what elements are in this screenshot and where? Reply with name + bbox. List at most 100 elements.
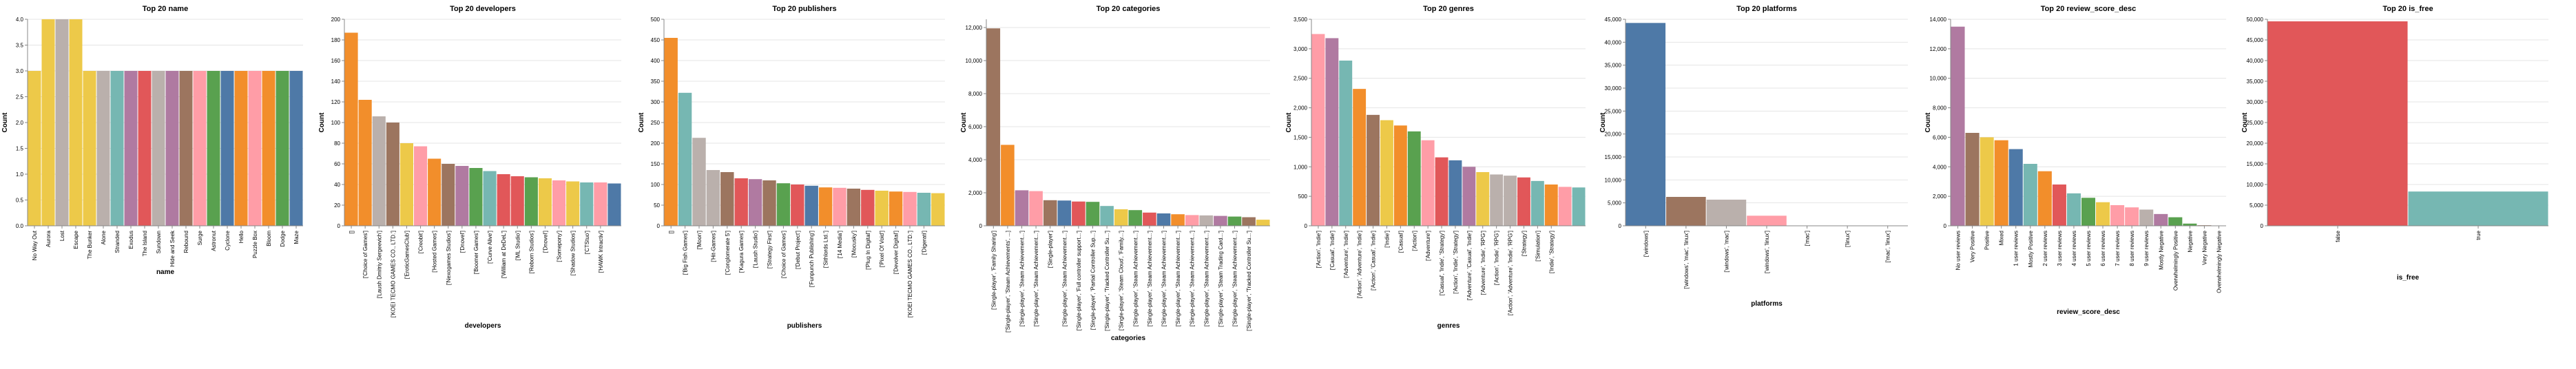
x-tick-label: ['Single-player', 'Steam Achievement...'… [1019,231,1026,327]
x-tick-label: ['Laush Dmitriy Sergeevich'] [376,231,382,299]
y-tick-label: 35,000 [1605,63,1622,69]
x-tick-label: ['Funpunch Publishing'] [809,231,815,287]
y-tick-label: 200 [331,17,341,23]
x-tick-label: ['windows', 'mac', 'linux'] [1683,231,1690,289]
x-tick-label: 4 user reviews [2071,231,2077,266]
x-tick-label: ['Nexogames Studios'] [446,231,452,285]
bar [889,191,903,226]
bar [2008,149,2023,226]
chart-panel: 0 500 1,000 1,500 2,000 2,500 3,000 3,500 ['Acti… [1285,5,1586,330]
x-tick-label: ['Adventure', 'Indie'] [1343,231,1349,278]
x-tick-label: ['HAWK Intractiv'] [598,231,604,273]
x-tick-label: ['Dnovel'] [459,231,466,253]
x-tick-label: Mixed [1999,231,2005,245]
y-tick-label: 5,000 [2250,202,2264,209]
x-tick-label: Cyclone [225,230,231,250]
bar [1448,160,1462,226]
bar [594,182,607,226]
bar [607,183,621,226]
bar [358,100,372,226]
y-tick-label: 400 [651,58,661,64]
y-tick-label: 50 [654,202,660,209]
bar [1544,184,1558,226]
y-tick-label: 80 [334,140,340,147]
x-tick-label: ['Single-player', 'Steam Cloud', 'Family… [1119,231,1125,330]
y-tick-label: 8,000 [1933,105,1947,112]
x-tick-label: ['Shadow Studios'] [570,231,577,275]
x-tick-label: ['Big Fish Games'] [683,231,689,275]
x-tick-label: ['Action', 'Adventure', 'Indie', 'RPG'] [1508,231,1514,315]
bar [1029,191,1043,226]
x-tick-label: ['Sithlords Ltd.'] [823,231,829,268]
y-tick-label: 140 [331,78,341,85]
x-tick-label: The Island [142,231,148,256]
x-tick-label: ['Debut Project'] [795,231,801,269]
bar [1001,145,1015,226]
bar [734,178,748,226]
bar [1625,23,1666,226]
x-tick-label: Rebound [183,231,189,253]
x-tick-label: Bloom [266,231,272,246]
x-tick-label: ['Conglomerate 5'] [725,231,731,275]
y-axis-title: Count [1285,112,1293,133]
x-tick-label: Very Negative [2201,230,2208,264]
bar [399,143,413,226]
x-tick-label: Aurora [45,230,52,247]
bar [1706,200,1747,226]
x-tick-label: Overwhelmingly Negative [2216,230,2222,293]
bar [1530,180,1544,226]
x-tick-label: ['Strategy'] [1521,231,1527,256]
bar [428,158,442,226]
x-tick-label: ['Single-player', 'Full controller suppo… [1076,231,1082,330]
x-tick-label: ['Single-player', 'Tracked Controller Su… [1104,231,1110,331]
bar [2154,213,2168,226]
x-tick-label: ['Action', 'Adventure', 'Indie'] [1357,231,1363,299]
bar [1504,176,1517,226]
bar [538,178,552,226]
y-tick-label: 120 [331,99,341,105]
x-tick-label: ['Single-player', 'Steam Achievement...'… [1147,231,1153,327]
y-tick-label: 30,000 [2247,99,2264,105]
bar [1951,26,1965,226]
x-tick-label: Exodus [128,231,134,249]
y-tick-label: 1,500 [1294,134,1308,140]
chart-panel: 0 2,000 4,000 6,000 8,000 10,000 12,000 ['Singl… [960,5,1270,342]
bar [2066,193,2081,226]
bar [1325,38,1339,226]
y-axis-title: Count [1924,112,1932,133]
y-axis-title: Count [1,112,9,133]
bar [818,187,833,226]
bar [2110,205,2125,226]
bar [41,19,55,226]
bar [193,71,207,226]
bar [2267,21,2408,226]
y-tick-label: 2.0 [16,120,24,126]
x-tick-label: ['Laush Studio'] [753,231,759,268]
x-tick-label: Overwhelmingly Positive [2172,230,2179,291]
bar [220,71,234,226]
bar [580,182,594,226]
x-tick-label: ['Plug In Digital'] [865,231,871,270]
x-axis-title: genres [1437,322,1460,330]
y-tick-label: 10,000 [966,58,983,64]
bar [1156,213,1171,226]
x-tick-label: ['Indie'] [1384,231,1390,248]
bar [917,193,931,226]
x-tick-label: ['Action'] [1411,231,1417,251]
bar [344,32,358,226]
y-tick-label: 10,000 [1605,177,1622,183]
y-tick-label: 0.0 [16,223,24,229]
x-tick-label: Mostly Negative [2158,230,2164,269]
y-axis-title: Count [2241,112,2249,133]
x-axis-title: is_free [2397,274,2420,282]
bar [138,71,152,226]
bar [791,184,804,226]
x-tick-label: ['Single-player', 'Tracked Controller Su… [1246,231,1252,331]
y-tick-label: 35,000 [2247,78,2264,85]
x-tick-label: ['Single-player', 'Steam Achievement...'… [1175,231,1181,327]
bar [1558,187,1572,226]
x-tick-label: false [2335,230,2341,242]
chart-panel: 0 50 100 150 200 250 300 350 400 450 500 [] ['Big Fi… [638,5,945,330]
x-tick-label: ['William at DeDeL'] [501,231,507,278]
x-tick-label: Alone [101,230,107,244]
